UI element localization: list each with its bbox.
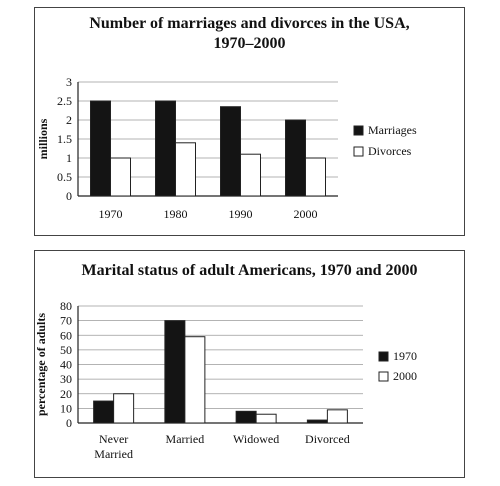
c2-ytick-label: 40 [60, 358, 72, 372]
c2-y-axis-label: percentage of adults [35, 313, 48, 416]
c1-xtick-label: 1980 [164, 207, 188, 221]
marital-status-chart-panel: Marital status of adult Americans, 1970 … [34, 250, 465, 478]
c1-xtick-label: 1990 [229, 207, 253, 221]
c1-bar-divorces [110, 157, 131, 197]
c1-ytick-label: 2 [66, 113, 72, 127]
c1-legend-swatch [353, 146, 364, 157]
c2-bar-1970 [164, 320, 186, 424]
c1-ytick-label: 2.5 [57, 94, 72, 108]
c2-xtick-label: Never [99, 432, 128, 446]
c1-bar-marriages [155, 100, 176, 197]
c2-bar-2000 [113, 393, 135, 424]
c1-ytick-label: 1.5 [57, 132, 72, 146]
marriages-divorces-chart-panel: Number of marriages and divorces in the … [34, 7, 465, 236]
c1-bar-divorces [240, 153, 261, 197]
c1-ytick-label: 0 [66, 189, 72, 203]
marriages-divorces-bar-chart: 0 0.5 1 1.5 2 2.5 3 millions 1970 1980 1990 2000 Mar… [36, 75, 417, 221]
c1-bar-marriages [90, 100, 111, 197]
c2-ytick-label: 0 [66, 416, 72, 430]
c1-legend-swatch [353, 125, 364, 136]
c1-ytick-label: 3 [66, 75, 72, 89]
c1-legend-label: Marriages [368, 123, 417, 137]
c2-ytick-label: 50 [60, 343, 72, 357]
c2-bar-1970 [93, 400, 115, 424]
c1-xtick-label: 1970 [99, 207, 123, 221]
c2-bar-2000 [255, 413, 277, 424]
chart1-title: Number of marriages and divorces in the … [35, 14, 464, 54]
c2-ytick-label: 20 [60, 387, 72, 401]
c2-ytick-label: 60 [60, 328, 72, 342]
c1-xtick-label: 2000 [294, 207, 318, 221]
chart1-title-line1: Number of marriages and divorces in the … [89, 15, 410, 32]
c2-ytick-label: 80 [60, 299, 72, 313]
c2-bar-2000 [184, 336, 206, 424]
c2-legend-swatch [378, 351, 389, 362]
c2-legend-label: 1970 [393, 349, 417, 363]
c2-xtick-label: Married [94, 447, 133, 461]
c2-bar-1970 [235, 410, 257, 424]
c1-bar-divorces [175, 142, 196, 197]
c2-xtick-label: Widowed [233, 432, 279, 446]
chart2-title: Marital status of adult Americans, 1970 … [81, 262, 418, 279]
c2-legend-swatch [378, 371, 389, 382]
c1-bar-marriages [220, 106, 241, 197]
c1-bar-marriages [285, 119, 306, 197]
c2-bar-1970 [306, 419, 328, 424]
c1-bar-divorces [305, 157, 326, 197]
c1-legend-label: Divorces [368, 144, 412, 158]
c2-ytick-label: 70 [60, 314, 72, 328]
chart1-title-line2: 1970–2000 [213, 35, 286, 52]
c1-ytick-label: 0.5 [57, 170, 72, 184]
c2-legend-label: 2000 [393, 369, 417, 383]
c2-xtick-label: Divorced [305, 432, 350, 446]
c2-bar-2000 [326, 409, 348, 424]
c1-y-axis-label: millions [36, 118, 50, 159]
c1-ytick-label: 1 [66, 151, 72, 165]
c2-xtick-label: Married [166, 432, 205, 446]
c2-ytick-label: 10 [60, 401, 72, 415]
c2-ytick-label: 30 [60, 372, 72, 386]
